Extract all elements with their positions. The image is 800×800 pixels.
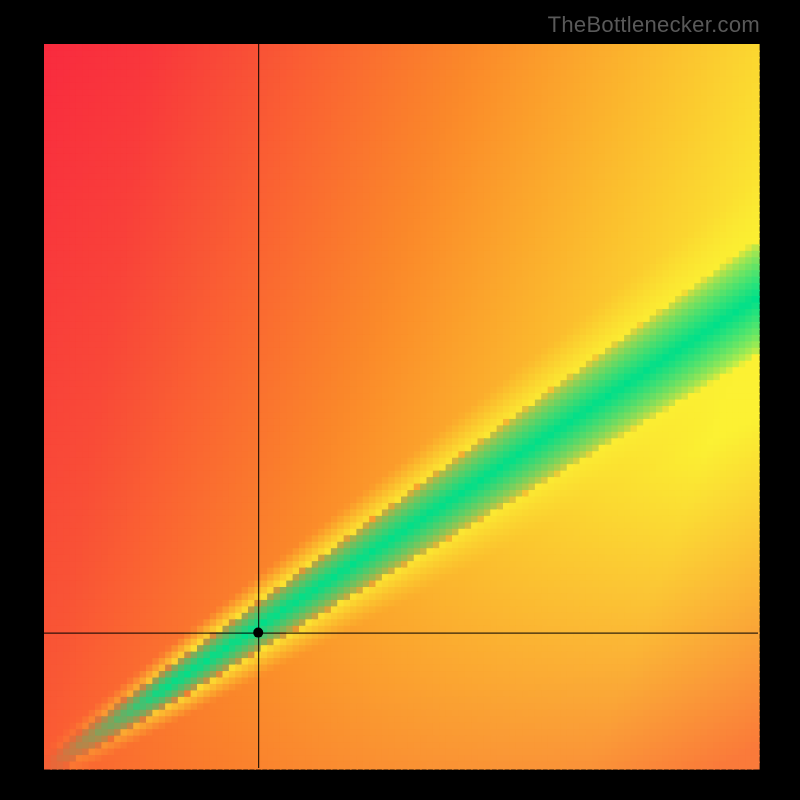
bottleneck-heatmap (0, 0, 800, 800)
watermark-text: TheBottlenecker.com (548, 12, 760, 38)
chart-container: TheBottlenecker.com (0, 0, 800, 800)
